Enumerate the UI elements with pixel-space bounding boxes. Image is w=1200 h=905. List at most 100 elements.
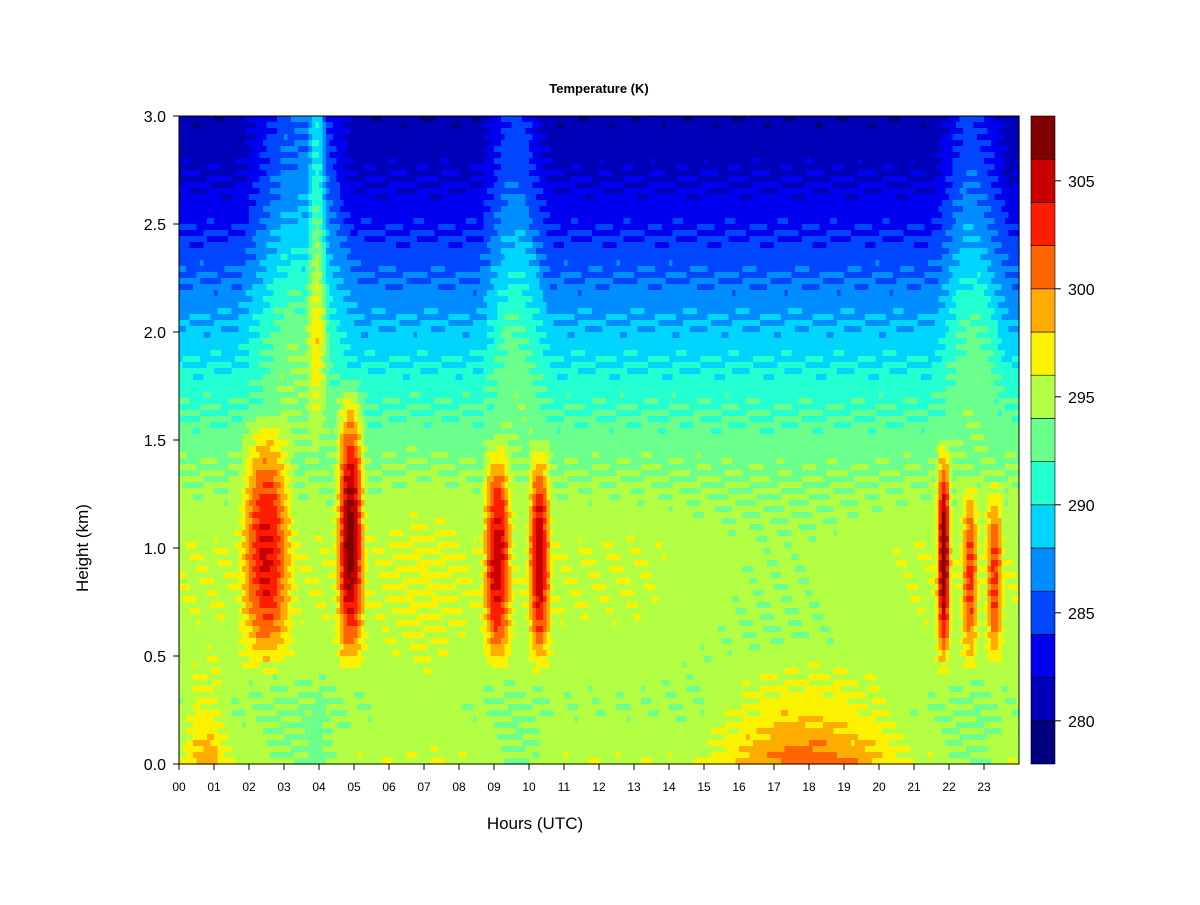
heatmap-cell: [368, 422, 383, 429]
heatmap-cell: [343, 152, 488, 159]
heatmap-cell: [777, 560, 898, 567]
heatmap-cell: [224, 266, 268, 273]
heatmap-cell: [1001, 566, 1020, 573]
heatmap-cell: [753, 566, 796, 573]
heatmap-cell: [816, 464, 852, 471]
heatmap-cell: [508, 536, 513, 543]
heatmap-cell: [284, 506, 289, 513]
heatmap-cell: [760, 614, 775, 621]
heatmap-cell: [385, 224, 404, 231]
heatmap-cell: [445, 758, 506, 765]
heatmap-cell: [987, 602, 992, 609]
heatmap-cell: [952, 212, 985, 219]
heatmap-cell: [798, 398, 814, 405]
heatmap-cell: [567, 374, 611, 381]
heatmap-cell: [949, 596, 954, 603]
heatmap-cell: [347, 494, 355, 501]
heatmap-cell: [861, 266, 901, 273]
heatmap-cell: [354, 224, 387, 231]
heatmap-cell: [949, 326, 968, 333]
heatmap-cell: [343, 602, 359, 609]
heatmap-cell: [798, 230, 828, 237]
heatmap-cell: [903, 452, 912, 459]
heatmap-cell: [210, 314, 240, 321]
heatmap-cell: [987, 656, 1003, 663]
heatmap-cell: [536, 164, 544, 171]
heatmap-cell: [928, 692, 936, 699]
heatmap-cell: [550, 476, 569, 483]
heatmap-cell: [592, 548, 632, 555]
heatmap-cell: [466, 236, 485, 243]
heatmap-cell: [704, 656, 712, 663]
heatmap-cell: [683, 218, 726, 225]
heatmap-cell: [536, 578, 544, 585]
heatmap-cell: [536, 530, 544, 537]
heatmap-cell: [945, 548, 950, 555]
heatmap-cell: [980, 530, 989, 537]
heatmap-cell: [511, 602, 523, 609]
heatmap-cell: [368, 632, 404, 639]
heatmap-cell: [966, 506, 975, 513]
heatmap-cell: [742, 278, 772, 285]
heatmap-cell: [945, 458, 950, 465]
heatmap-cell: [525, 416, 548, 423]
heatmap-cell: [1001, 338, 1020, 345]
heatmap-cell: [266, 440, 275, 447]
heatmap-cell: [179, 506, 240, 513]
heatmap-cell: [945, 488, 950, 495]
heatmap-cell: [511, 620, 516, 627]
heatmap-cell: [935, 482, 940, 489]
heatmap-cell: [546, 638, 555, 645]
heatmap-cell: [543, 638, 548, 645]
heatmap-cell: [487, 578, 492, 585]
heatmap-cell: [406, 590, 436, 597]
heatmap-cell: [364, 164, 376, 171]
heatmap-cell: [613, 122, 663, 129]
heatmap-cell: [739, 620, 754, 627]
heatmap-cell: [179, 344, 240, 351]
heatmap-cell: [592, 236, 625, 243]
heatmap-cell: [718, 122, 765, 129]
heatmap-cell: [1001, 314, 1020, 321]
heatmap-cell: [291, 428, 310, 435]
heatmap-cell: [648, 356, 670, 363]
heatmap-cell: [588, 602, 628, 609]
heatmap-cell: [340, 644, 345, 651]
heatmap-cell: [984, 722, 1020, 729]
heatmap-cell: [308, 386, 327, 393]
heatmap-cell: [945, 332, 957, 339]
heatmap-cell: [508, 656, 530, 663]
heatmap-cell: [326, 704, 359, 711]
heatmap-cell: [245, 248, 278, 255]
heatmap-cell: [749, 464, 765, 471]
heatmap-cell: [875, 356, 908, 363]
heatmap-cell: [532, 668, 541, 675]
heatmap-cell: [326, 386, 359, 393]
heatmap-cell: [977, 644, 985, 651]
heatmap-cell: [812, 188, 831, 195]
heatmap-cell: [805, 170, 824, 177]
heatmap-cell: [266, 266, 278, 273]
heatmap-cell: [487, 518, 492, 525]
heatmap-cell: [511, 506, 530, 513]
heatmap-cell: [973, 590, 978, 597]
heatmap-cell: [830, 176, 856, 183]
heatmap-cell: [399, 572, 422, 579]
heatmap-cell: [249, 494, 254, 501]
heatmap-cell: [312, 314, 320, 321]
heatmap-cell: [910, 452, 940, 459]
heatmap-cell: [942, 158, 954, 165]
heatmap-cell: [277, 266, 303, 273]
heatmap-cell: [963, 554, 968, 561]
heatmap-cell: [214, 218, 250, 225]
heatmap-cell: [417, 314, 450, 321]
heatmap-cell: [697, 308, 737, 315]
heatmap-cell: [532, 548, 537, 555]
heatmap-cell: [998, 632, 1003, 639]
heatmap-cell: [914, 542, 926, 549]
heatmap-cell: [1005, 218, 1020, 225]
heatmap-cell: [847, 698, 873, 705]
heatmap-cell: [994, 152, 1003, 159]
heatmap-cell: [228, 236, 254, 243]
heatmap-cell: [987, 572, 992, 579]
